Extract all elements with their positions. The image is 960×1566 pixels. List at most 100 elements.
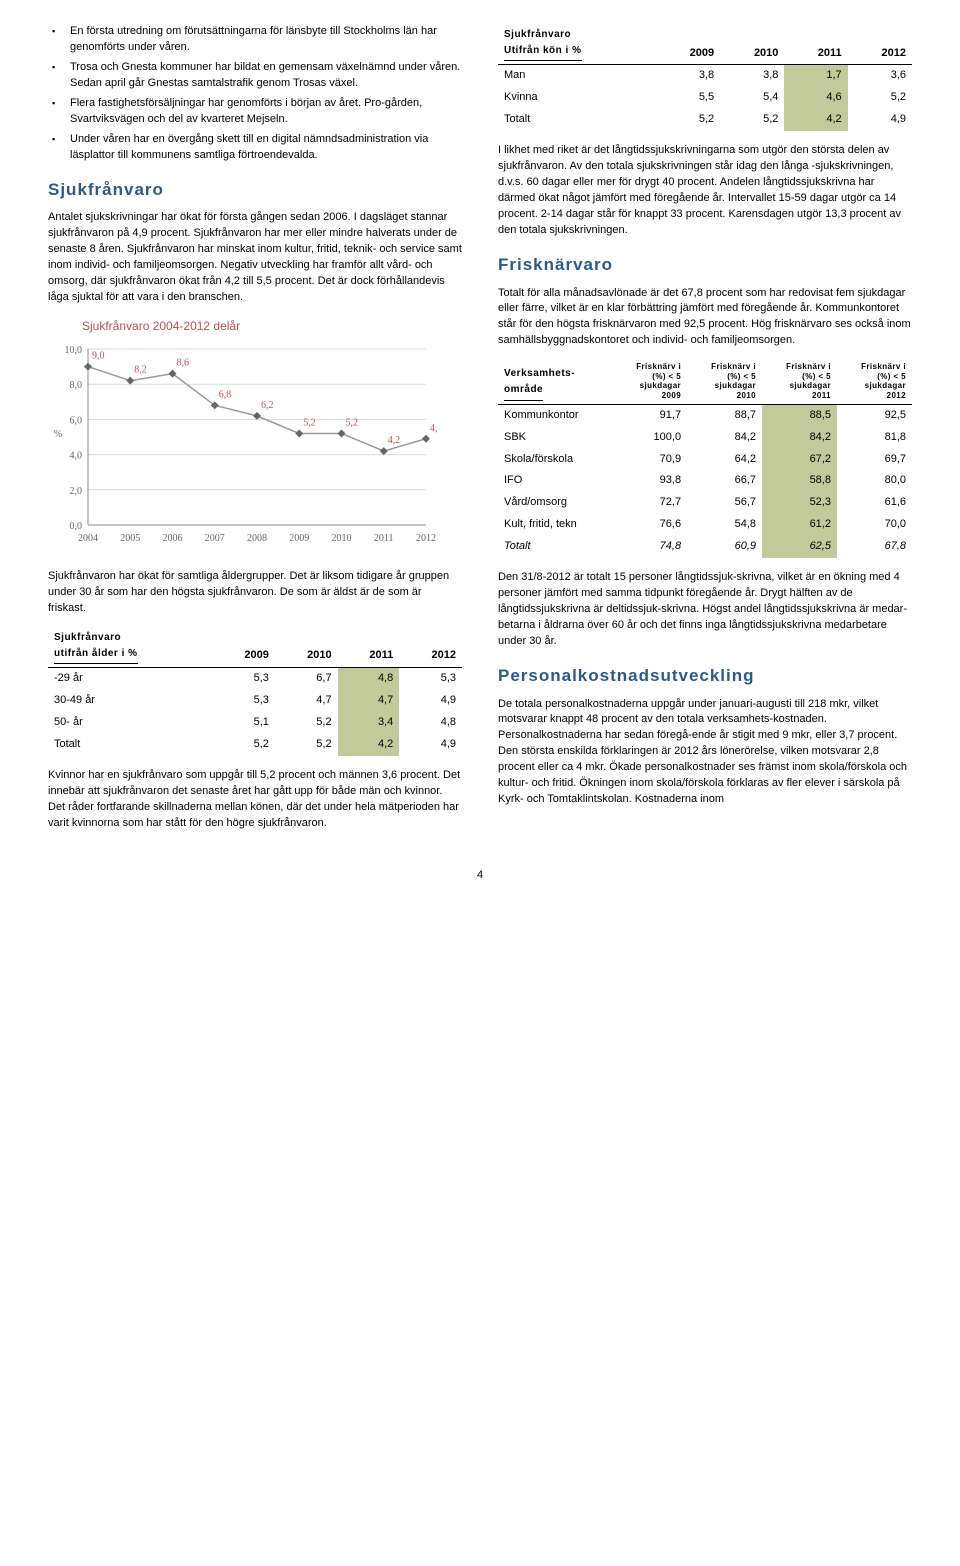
- table-sjukfranvaro-age: Sjukfrånvaroutifrån ålder i %20092010201…: [48, 627, 462, 756]
- svg-text:4,0: 4,0: [70, 451, 83, 462]
- cell-value: 5,1: [212, 712, 275, 734]
- cell-value: 5,4: [720, 87, 784, 109]
- chart-svg: 0,02,04,06,08,010,0%20042005200620072008…: [48, 341, 438, 551]
- svg-text:2007: 2007: [205, 533, 225, 544]
- table-header-year: 2011: [784, 24, 847, 65]
- cell-value: 3,6: [848, 65, 912, 87]
- cell-value: 67,8: [837, 536, 912, 558]
- svg-text:2004: 2004: [78, 533, 98, 544]
- table-row: SBK100,084,284,281,8: [498, 427, 912, 449]
- cell-value: 4,8: [338, 668, 400, 690]
- paragraph-sjukfranvaro: Antalet sjukskrivningar har ökat för för…: [48, 210, 462, 306]
- cell-value: 88,5: [762, 404, 837, 426]
- bullet-item: Trosa och Gnesta kommuner har bildat en …: [48, 60, 462, 92]
- cell-value: 4,9: [399, 734, 462, 756]
- table-row: Man3,83,81,73,6: [498, 65, 912, 87]
- table-header-year: Frisknärv i(%) < 5sjukdagar2009: [612, 359, 687, 404]
- svg-text:8,2: 8,2: [134, 365, 147, 376]
- svg-text:5,2: 5,2: [346, 418, 359, 429]
- cell-value: 92,5: [837, 404, 912, 426]
- cell-value: 4,7: [338, 690, 400, 712]
- cell-value: 72,7: [612, 492, 687, 514]
- table-frisknarvaro: Verksamhets-områdeFrisknärv i(%) < 5sjuk…: [498, 359, 912, 558]
- cell-value: 6,7: [275, 668, 338, 690]
- table-header-year: 2011: [338, 627, 400, 668]
- line-chart-sjukfranvaro: Sjukfrånvaro 2004-2012 delår 0,0 2,0 4,0 6,…: [48, 318, 462, 551]
- cell-value: 5,3: [399, 668, 462, 690]
- heading-personalkostnad: Personalkostnadsutveckling: [498, 664, 912, 689]
- svg-text:2010: 2010: [332, 533, 352, 544]
- row-label: Man: [498, 65, 656, 87]
- row-label: Skola/förskola: [498, 449, 612, 471]
- cell-value: 4,2: [338, 734, 400, 756]
- cell-value: 4,6: [784, 87, 847, 109]
- table-header-year: 2009: [656, 24, 720, 65]
- cell-value: 69,7: [837, 449, 912, 471]
- cell-value: 81,8: [837, 427, 912, 449]
- paragraph-personalkostnad: De totala personalkostnaderna uppgår und…: [498, 697, 912, 809]
- cell-value: 4,9: [399, 690, 462, 712]
- svg-text:6,2: 6,2: [261, 400, 274, 411]
- right-column: SjukfrånvaroUtifrån kön i %2009201020112…: [498, 24, 912, 842]
- cell-value: 70,9: [612, 449, 687, 471]
- table-row-total: Totalt74,860,962,567,8: [498, 536, 912, 558]
- cell-value: 67,2: [762, 449, 837, 471]
- table-header-title: Verksamhets-område: [498, 359, 612, 404]
- cell-value: 64,2: [687, 449, 762, 471]
- paragraph-longterm: I likhet med riket är det långtidssjuksk…: [498, 143, 912, 239]
- cell-value: 61,2: [762, 514, 837, 536]
- cell-value: 66,7: [687, 470, 762, 492]
- cell-value: 3,8: [656, 65, 720, 87]
- svg-text:2011: 2011: [374, 533, 394, 544]
- cell-value: 5,2: [275, 734, 338, 756]
- svg-text:2006: 2006: [163, 533, 183, 544]
- row-label: -29 år: [48, 668, 212, 690]
- cell-value: 5,2: [275, 712, 338, 734]
- table-row: 50- år5,15,23,44,8: [48, 712, 462, 734]
- paragraph-age-groups: Sjukfrånvaron har ökat för samtliga ålde…: [48, 569, 462, 617]
- cell-value: 3,4: [338, 712, 400, 734]
- cell-value: 70,0: [837, 514, 912, 536]
- svg-text:2005: 2005: [120, 533, 140, 544]
- cell-value: 84,2: [687, 427, 762, 449]
- paragraph-gender: Kvinnor har en sjukfrånvaro som uppgår t…: [48, 768, 462, 832]
- table-row: Kult, fritid, tekn76,654,861,270,0: [498, 514, 912, 536]
- row-label: 50- år: [48, 712, 212, 734]
- table-header-year: 2012: [848, 24, 912, 65]
- cell-value: 4,7: [275, 690, 338, 712]
- cell-value: 62,5: [762, 536, 837, 558]
- table-row: -29 år5,36,74,85,3: [48, 668, 462, 690]
- cell-value: 5,5: [656, 87, 720, 109]
- cell-value: 93,8: [612, 470, 687, 492]
- svg-text:6,8: 6,8: [219, 389, 232, 400]
- table-row: 30-49 år5,34,74,74,9: [48, 690, 462, 712]
- table-row: Vård/omsorg72,756,752,361,6: [498, 492, 912, 514]
- cell-value: 5,2: [212, 734, 275, 756]
- svg-text:9,0: 9,0: [92, 351, 105, 362]
- cell-value: 4,2: [784, 109, 847, 131]
- cell-value: 4,8: [399, 712, 462, 734]
- bullet-item: En första utredning om förutsättningarna…: [48, 24, 462, 56]
- row-label: IFO: [498, 470, 612, 492]
- cell-value: 5,3: [212, 668, 275, 690]
- svg-text:10,0: 10,0: [65, 345, 83, 356]
- cell-value: 88,7: [687, 404, 762, 426]
- table-row: Kommunkontor91,788,788,592,5: [498, 404, 912, 426]
- row-label: Totalt: [498, 109, 656, 131]
- table-header-year: 2009: [212, 627, 275, 668]
- svg-text:2008: 2008: [247, 533, 267, 544]
- table-header-year: 2010: [275, 627, 338, 668]
- cell-value: 58,8: [762, 470, 837, 492]
- cell-value: 61,6: [837, 492, 912, 514]
- table-row: Kvinna5,55,44,65,2: [498, 87, 912, 109]
- row-label: Vård/omsorg: [498, 492, 612, 514]
- cell-value: 76,6: [612, 514, 687, 536]
- bullet-item: Under våren har en övergång skett till e…: [48, 132, 462, 164]
- chart-title: Sjukfrånvaro 2004-2012 delår: [82, 318, 462, 335]
- svg-text:2,0: 2,0: [70, 486, 83, 497]
- cell-value: 4,9: [848, 109, 912, 131]
- heading-sjukfranvaro: Sjukfrånvaro: [48, 178, 462, 203]
- svg-text:0,0: 0,0: [70, 521, 83, 532]
- table-sjukfranvaro-gender: SjukfrånvaroUtifrån kön i %2009201020112…: [498, 24, 912, 131]
- cell-value: 80,0: [837, 470, 912, 492]
